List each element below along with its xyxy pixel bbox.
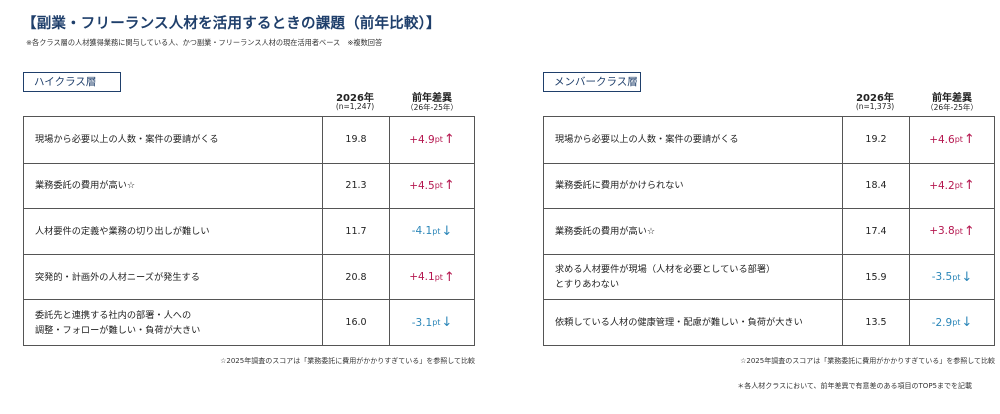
row-label: 求める人材要件が現場（人材を必要としている部署） とすりあわない (544, 254, 843, 300)
row-label: 現場から必要以上の人数・案件の要請がくる (24, 117, 323, 163)
row-value: 19.8 (323, 117, 390, 163)
row-diff: -4.1 pt ↓ (390, 209, 474, 254)
diff-value: +4.9 (409, 133, 435, 146)
row-value: 19.2 (843, 117, 910, 163)
row-diff: -2.9 pt ↓ (910, 300, 994, 345)
panel-high-class: ハイクラス層 2026年 (n=1,247) 前年差異 （26年-25年） 現場… (23, 72, 475, 368)
panel-member-class: メンバークラス層 2026年 (n=1,373) 前年差異 （26年-25年） … (543, 72, 995, 368)
row-diff: +4.9 pt ↑ (390, 117, 474, 163)
table-row: 業務委託に費用がかけられない 18.4 +4.2 pt ↑ (544, 162, 994, 209)
diff-unit: pt (954, 181, 963, 191)
panel-label: メンバークラス層 (543, 72, 641, 92)
arrow-up-icon: ↑ (963, 178, 975, 194)
diff-value: +4.5 (409, 179, 435, 192)
table-row: 業務委託の費用が高い☆ 21.3 +4.5 pt ↑ (24, 162, 474, 209)
table-row: 業務委託の費用が高い☆ 17.4 +3.8 pt ↑ (544, 208, 994, 254)
data-table: 現場から必要以上の人数・案件の要請がくる 19.8 +4.9 pt ↑ 業務委託の費用が高… (23, 116, 475, 346)
row-diff: +4.1 pt ↑ (390, 255, 474, 300)
diff-value: -3.5 (931, 271, 953, 284)
row-label: 現場から必要以上の人数・案件の要請がくる (544, 117, 843, 163)
column-header-diff-sub: （26年-25年） (926, 103, 978, 112)
diff-value: -3.1 (411, 316, 433, 329)
row-value: 16.0 (323, 300, 390, 345)
row-label: 業務委託の費用が高い☆ (544, 209, 843, 254)
row-diff: +3.8 pt ↑ (910, 209, 994, 254)
row-label: 人材要件の定義や業務の切り出しが難しい (24, 209, 323, 254)
table-row: 人材要件の定義や業務の切り出しが難しい 11.7 -4.1 pt ↓ (24, 208, 474, 254)
arrow-up-icon: ↑ (443, 269, 455, 285)
row-value: 20.8 (323, 254, 390, 300)
row-value: 11.7 (323, 209, 390, 254)
diff-unit: pt (954, 226, 963, 236)
column-header-year: 2026年 (856, 93, 894, 104)
arrow-up-icon: ↑ (963, 223, 975, 239)
row-label: 業務委託の費用が高い☆ (24, 163, 323, 209)
row-value: 21.3 (323, 163, 390, 209)
column-header-diff-sub: （26年-25年） (406, 103, 458, 112)
table-row: 現場から必要以上の人数・案件の要請がくる 19.2 +4.6 pt ↑ (544, 117, 994, 163)
arrow-down-icon: ↓ (441, 223, 453, 239)
diff-unit: pt (952, 318, 961, 328)
data-table: 現場から必要以上の人数・案件の要請がくる 19.2 +4.6 pt ↑ 業務委託に費用がか… (543, 116, 995, 346)
diff-value: -4.1 (411, 225, 433, 238)
arrow-down-icon: ↓ (961, 269, 973, 285)
row-value: 18.4 (843, 163, 910, 209)
table-footnote: ☆2025年調査のスコアは「業務委託に費用がかかりすぎている」を参照して比較 (740, 357, 995, 365)
row-diff: +4.5 pt ↑ (390, 164, 474, 209)
row-label: 業務委託に費用がかけられない (544, 163, 843, 209)
table-row: 突発的・計画外の人材ニーズが発生する 20.8 +4.1 pt ↑ (24, 253, 474, 300)
diff-value: +4.6 (929, 133, 955, 146)
row-diff: -3.1 pt ↓ (390, 300, 474, 345)
row-label: 依頼している人材の健康管理・配慮が難しい・負荷が大きい (544, 300, 843, 345)
row-diff: +4.6 pt ↑ (910, 117, 994, 163)
table-footnote: ☆2025年調査のスコアは「業務委託に費用がかかりすぎている」を参照して比較 (220, 357, 475, 365)
column-header-diff: 前年差異 (932, 93, 972, 104)
column-header-year: 2026年 (336, 93, 374, 104)
column-header-n: (n=1,247) (335, 102, 375, 111)
table-row: 依頼している人材の健康管理・配慮が難しい・負荷が大きい 13.5 -2.9 pt ↓ (544, 299, 994, 345)
row-value: 17.4 (843, 209, 910, 254)
diff-unit: pt (432, 318, 441, 328)
diff-value: +4.1 (409, 271, 435, 284)
diff-value: +4.2 (929, 179, 955, 192)
row-label: 委託先と連携する社内の部署・人への 調整・フォローが難しい・負荷が大きい (24, 300, 323, 345)
page-subtitle: ※各クラス層の人材獲得業務に関与している人、かつ副業・フリーランス人材の現在活用… (26, 38, 383, 47)
column-header-diff: 前年差異 (412, 93, 452, 104)
diff-unit: pt (432, 226, 441, 236)
table-row: 現場から必要以上の人数・案件の要請がくる 19.8 +4.9 pt ↑ (24, 117, 474, 163)
table-row: 求める人材要件が現場（人材を必要としている部署） とすりあわない 15.9 -3.5… (544, 253, 994, 300)
row-value: 13.5 (843, 300, 910, 345)
diff-unit: pt (434, 181, 443, 191)
arrow-down-icon: ↓ (961, 315, 973, 331)
column-header-n: (n=1,373) (855, 102, 895, 111)
table-row: 委託先と連携する社内の部署・人への 調整・フォローが難しい・負荷が大きい 16.0… (24, 299, 474, 345)
row-diff: +4.2 pt ↑ (910, 164, 994, 209)
diff-unit: pt (952, 272, 961, 282)
arrow-up-icon: ↑ (443, 178, 455, 194)
diff-unit: pt (434, 135, 443, 145)
diff-value: -2.9 (931, 316, 953, 329)
row-diff: -3.5 pt ↓ (910, 255, 994, 300)
arrow-up-icon: ↑ (963, 132, 975, 148)
arrow-down-icon: ↓ (441, 315, 453, 331)
bottom-note: ＊各人材クラスにおいて、前年差異で有意差のある項目のTOP5までを記載 (737, 382, 972, 390)
panel-label: ハイクラス層 (23, 72, 121, 92)
row-label: 突発的・計画外の人材ニーズが発生する (24, 254, 323, 300)
row-value: 15.9 (843, 254, 910, 300)
diff-unit: pt (434, 272, 443, 282)
arrow-up-icon: ↑ (443, 132, 455, 148)
diff-unit: pt (954, 135, 963, 145)
page-title: 【副業・フリーランス人材を活用するときの課題（前年比較）】 (22, 16, 441, 32)
diff-value: +3.8 (929, 225, 955, 238)
